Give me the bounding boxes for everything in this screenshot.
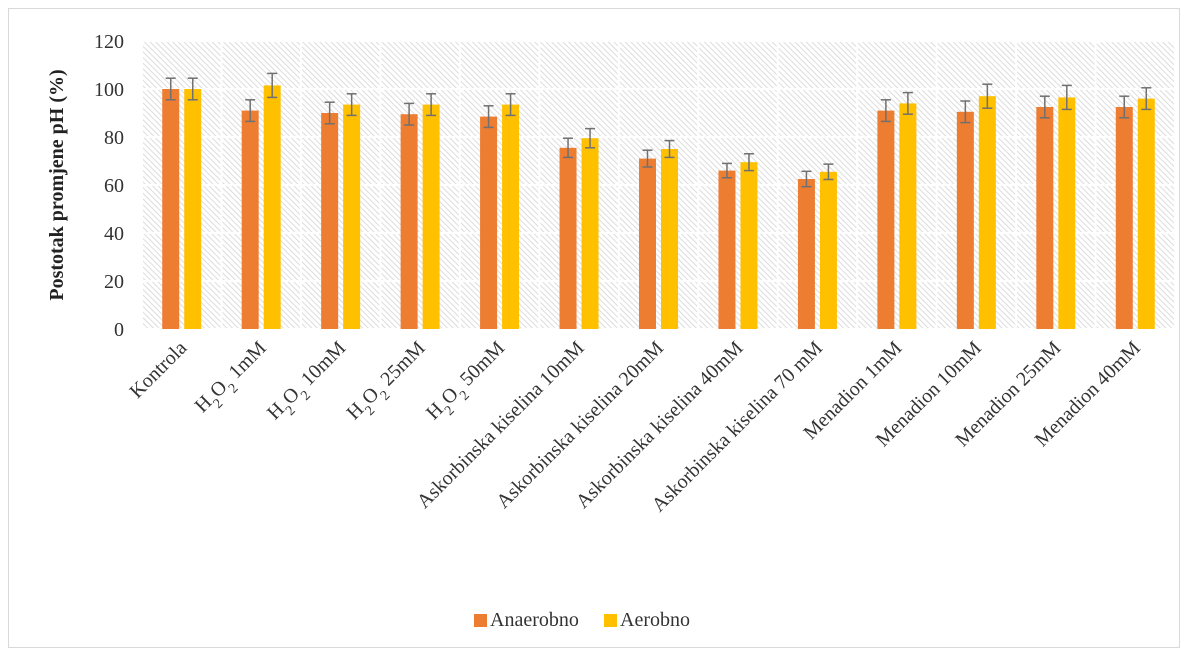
y-axis-label: Postotak promjene pH (%) xyxy=(46,69,68,300)
y-tick-label: 60 xyxy=(104,175,124,197)
bar-aerobno xyxy=(978,96,996,329)
bar-anaerobno xyxy=(400,114,418,329)
error-bar xyxy=(324,101,335,125)
bar-anaerobno xyxy=(241,110,259,329)
bar-anaerobno xyxy=(639,158,656,329)
legend-item-anaerobno: Anaerobno xyxy=(474,609,579,631)
bar-aerobno xyxy=(661,149,678,329)
error-bar xyxy=(346,93,357,117)
error-bar xyxy=(267,72,278,99)
error-bar xyxy=(165,77,176,101)
error-bar xyxy=(1039,95,1050,119)
bar-aerobno xyxy=(502,104,520,329)
legend-swatch xyxy=(604,614,617,627)
error-bar xyxy=(880,99,891,123)
error-bar xyxy=(982,83,993,109)
bar-anaerobno xyxy=(718,170,736,329)
bar-aerobno xyxy=(1058,97,1076,330)
error-bar xyxy=(823,163,834,181)
y-tick-label: 20 xyxy=(104,271,124,293)
error-bar xyxy=(245,99,256,123)
error-bar xyxy=(801,170,812,188)
error-bar xyxy=(664,139,675,159)
x-tick-label: H2O2 10mM xyxy=(263,337,355,429)
error-bar xyxy=(743,153,754,172)
error-bar xyxy=(563,137,574,159)
error-bars xyxy=(165,72,1152,188)
bar-aerobno xyxy=(581,138,599,329)
legend-item-aerobno: Aerobno xyxy=(604,609,690,631)
error-bar xyxy=(721,162,732,179)
bar-anaerobno xyxy=(162,89,180,329)
y-tick-label: 100 xyxy=(94,79,124,101)
bar-anaerobno xyxy=(480,116,498,329)
bar-aerobno xyxy=(184,89,202,329)
error-bar xyxy=(426,93,437,117)
error-bar xyxy=(1141,87,1152,111)
error-bar xyxy=(404,102,415,126)
error-bar xyxy=(585,127,596,149)
x-tick-label: H2O2 25mM xyxy=(343,337,435,429)
y-tick-label: 120 xyxy=(94,31,124,53)
bar-aerobno xyxy=(1137,98,1155,329)
x-tick-label: Askorbinska kiselina 20mM xyxy=(492,337,668,513)
bar-anaerobno xyxy=(321,113,339,329)
y-tick-label: 40 xyxy=(104,223,124,245)
y-tick-label: 0 xyxy=(114,319,124,341)
x-tick-label: Askorbinska kiselina 40mM xyxy=(572,337,748,513)
legend: Anaerobno Aerobno xyxy=(474,609,690,631)
bar-anaerobno xyxy=(1115,107,1133,329)
legend-swatch xyxy=(474,614,487,627)
bars xyxy=(162,85,1155,330)
error-bar xyxy=(505,93,516,117)
legend-label: Aerobno xyxy=(620,609,690,631)
y-tick-label: 80 xyxy=(104,127,124,149)
bar-aerobno xyxy=(740,162,758,329)
x-tick-label: Kontrola xyxy=(125,337,191,403)
bar-aerobno xyxy=(343,104,361,329)
bar-aerobno xyxy=(422,104,440,329)
bar-aerobno xyxy=(263,85,281,330)
error-bar xyxy=(960,100,971,124)
error-bar xyxy=(483,105,494,129)
error-bar xyxy=(902,91,913,115)
y-axis-ticks: 0 20 40 60 80 100 120 xyxy=(94,31,124,341)
error-bar xyxy=(1119,95,1130,119)
bar-aerobno xyxy=(819,171,837,329)
error-bar xyxy=(1061,84,1072,111)
bar-anaerobno xyxy=(559,147,577,329)
error-bar xyxy=(642,149,653,168)
bar-anaerobno xyxy=(956,111,974,329)
gridlines xyxy=(141,40,1176,330)
bar-aerobno xyxy=(899,103,917,330)
error-bar xyxy=(187,77,198,101)
bar-anaerobno xyxy=(877,110,895,329)
bar-anaerobno xyxy=(797,179,815,329)
bar-anaerobno xyxy=(1036,107,1054,329)
x-tick-label: Askorbinska kiselina 10mM xyxy=(413,337,589,513)
legend-label: Anaerobno xyxy=(490,609,579,631)
